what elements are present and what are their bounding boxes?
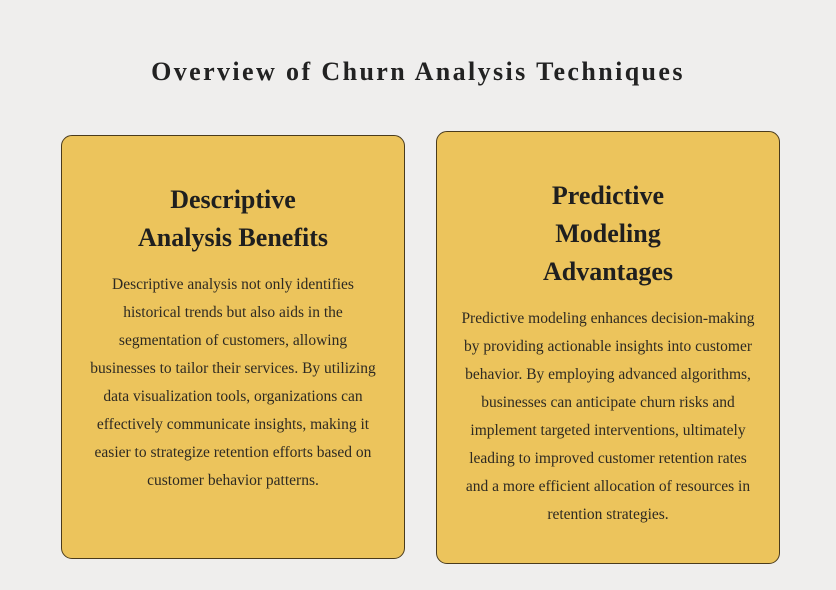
predictive-modeling-card: Predictive Modeling Advantages Predictiv… <box>436 131 780 564</box>
card-body: Predictive modeling enhances decision-ma… <box>461 310 755 523</box>
page-title: Overview of Churn Analysis Techniques <box>151 57 685 86</box>
card-title: Predictive Modeling Advantages <box>542 181 673 286</box>
descriptive-analysis-card: Descriptive Analysis Benefits Descriptiv… <box>61 135 405 559</box>
card-title: Descriptive Analysis Benefits <box>138 185 328 252</box>
card-body: Descriptive analysis not only identifies… <box>90 276 376 489</box>
